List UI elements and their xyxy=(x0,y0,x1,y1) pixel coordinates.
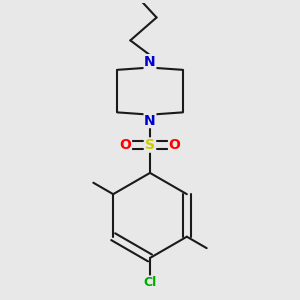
Text: Cl: Cl xyxy=(143,276,157,289)
Text: O: O xyxy=(119,138,131,152)
Text: N: N xyxy=(144,55,156,69)
Text: O: O xyxy=(169,138,181,152)
Text: N: N xyxy=(144,114,156,128)
Text: S: S xyxy=(145,138,155,152)
